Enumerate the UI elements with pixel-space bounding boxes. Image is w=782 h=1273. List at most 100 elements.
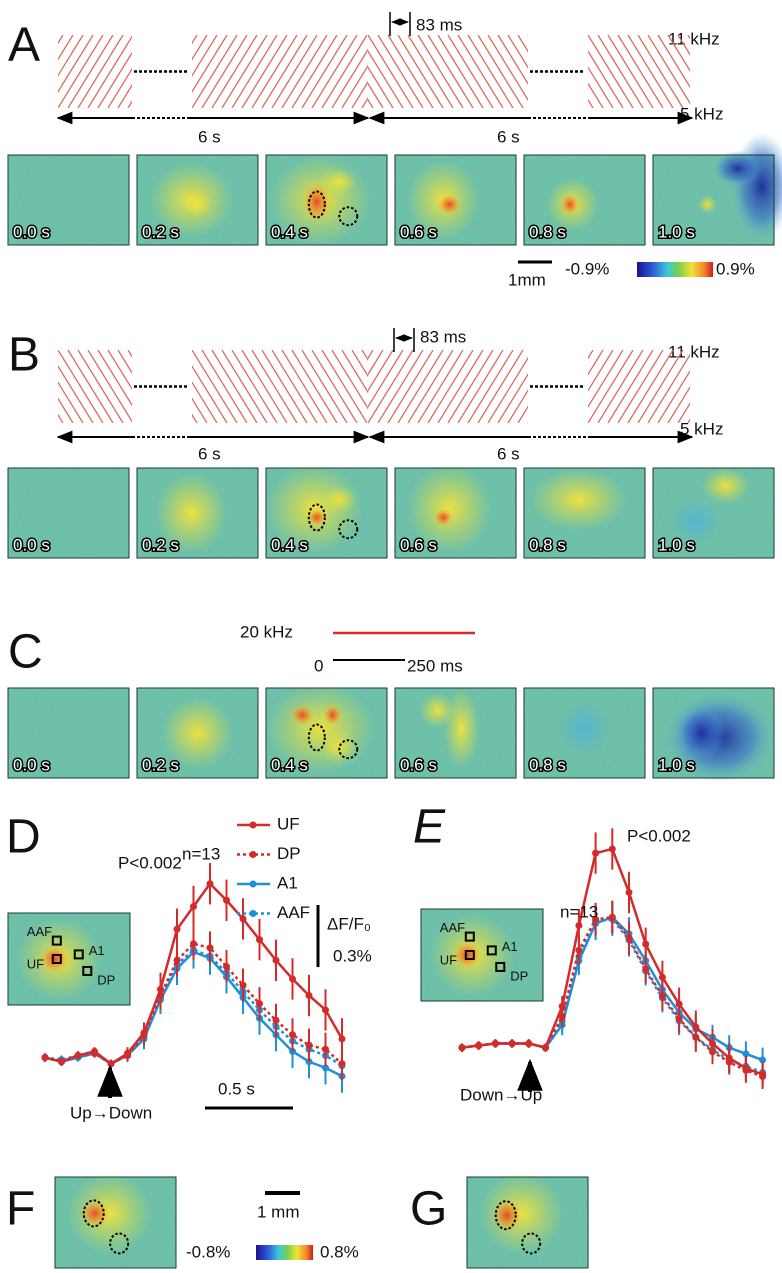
activation	[530, 468, 627, 531]
marker	[74, 1051, 82, 1059]
sweep	[607, 350, 654, 423]
image-tile: 0.8 s	[523, 467, 646, 559]
sweep	[487, 35, 528, 102]
marker	[475, 1042, 483, 1050]
sweep	[657, 35, 690, 89]
image-tile: 0.2 s	[136, 467, 259, 559]
sweep	[211, 35, 258, 108]
marker	[542, 1044, 549, 1052]
marker	[625, 888, 633, 896]
sweep	[487, 356, 528, 423]
marker	[642, 940, 650, 948]
roi	[109, 1232, 130, 1255]
sweep	[457, 35, 504, 108]
sweep	[58, 350, 104, 423]
sweep	[281, 350, 328, 423]
frame-label: 0.6 s	[400, 755, 437, 774]
sweep	[291, 35, 338, 108]
sweep	[437, 35, 484, 108]
marker	[759, 1071, 767, 1079]
sweep	[281, 35, 328, 108]
activation	[671, 499, 720, 545]
sweep	[261, 35, 308, 108]
interval-label: 83 ms	[420, 327, 466, 346]
marker	[709, 1039, 716, 1047]
tile-noise	[8, 155, 129, 245]
tile-noise	[8, 688, 129, 778]
sweep	[397, 350, 444, 423]
tile-noise	[8, 468, 129, 558]
time-end: 250 ms	[407, 656, 463, 675]
panel-label: E	[413, 801, 446, 854]
sweep	[321, 350, 368, 423]
sweep	[497, 35, 528, 85]
roi	[307, 723, 326, 752]
roi-square	[51, 954, 62, 964]
marker	[289, 1031, 296, 1039]
activation	[452, 941, 482, 969]
sweep	[97, 51, 132, 108]
marker	[256, 936, 263, 944]
sweep	[627, 350, 674, 423]
inset-label: AAF	[440, 920, 465, 935]
sweep	[728, 35, 773, 108]
sweep	[251, 350, 298, 423]
sweep	[667, 386, 690, 423]
image-tile: 0.0 s	[7, 687, 130, 779]
sweep	[507, 389, 528, 423]
sweep	[588, 35, 634, 108]
freq-label: 11 kHz	[668, 342, 720, 361]
marker	[575, 922, 583, 930]
inset-label: UF	[440, 952, 457, 967]
colorbar	[637, 262, 713, 277]
p-value: P<0.002	[627, 826, 691, 845]
sweep	[647, 35, 690, 105]
sweep	[107, 67, 132, 108]
tile-border	[265, 687, 388, 779]
marker	[322, 1045, 329, 1053]
marker	[272, 1016, 280, 1024]
n-label: n=13	[182, 844, 220, 863]
image-tile: 0.6 s	[394, 687, 517, 779]
marker	[338, 1035, 346, 1043]
grating	[368, 35, 528, 108]
sweep	[597, 350, 644, 423]
sweep	[261, 350, 308, 423]
frame-label: 0.4 s	[271, 222, 308, 241]
sweep	[341, 350, 368, 394]
sweep	[588, 350, 614, 392]
sweep	[667, 35, 690, 72]
sweep	[748, 35, 782, 108]
sweep	[617, 350, 664, 423]
legend-marker	[249, 880, 257, 888]
sweep	[311, 350, 358, 423]
tile-border	[265, 467, 388, 559]
frame-label: 0.2 s	[142, 222, 179, 241]
sweep	[637, 35, 684, 108]
activation	[161, 697, 234, 769]
panel-label: G	[410, 1183, 447, 1236]
marker	[658, 973, 666, 981]
activation	[479, 1172, 564, 1255]
frame-label: 0.2 s	[142, 755, 179, 774]
marker	[592, 849, 600, 857]
image-tile: 0.0 s	[7, 467, 130, 559]
marker	[742, 1050, 750, 1058]
sweep	[351, 350, 368, 378]
sweep	[368, 82, 384, 108]
duration-label: 6 s	[198, 444, 221, 463]
activation	[307, 508, 327, 527]
grating	[58, 350, 132, 423]
inset-label: A1	[502, 939, 518, 954]
tile-border	[7, 154, 130, 246]
tone-label: 20 kHz	[240, 622, 293, 641]
sweep	[748, 350, 782, 423]
activation	[182, 191, 213, 218]
marker	[608, 913, 616, 921]
sweep	[251, 35, 298, 108]
panel-label: B	[8, 329, 40, 382]
activation	[320, 168, 357, 196]
sweep	[677, 35, 690, 56]
sweep	[588, 49, 624, 108]
image-tile: 0.4 s	[265, 154, 388, 246]
